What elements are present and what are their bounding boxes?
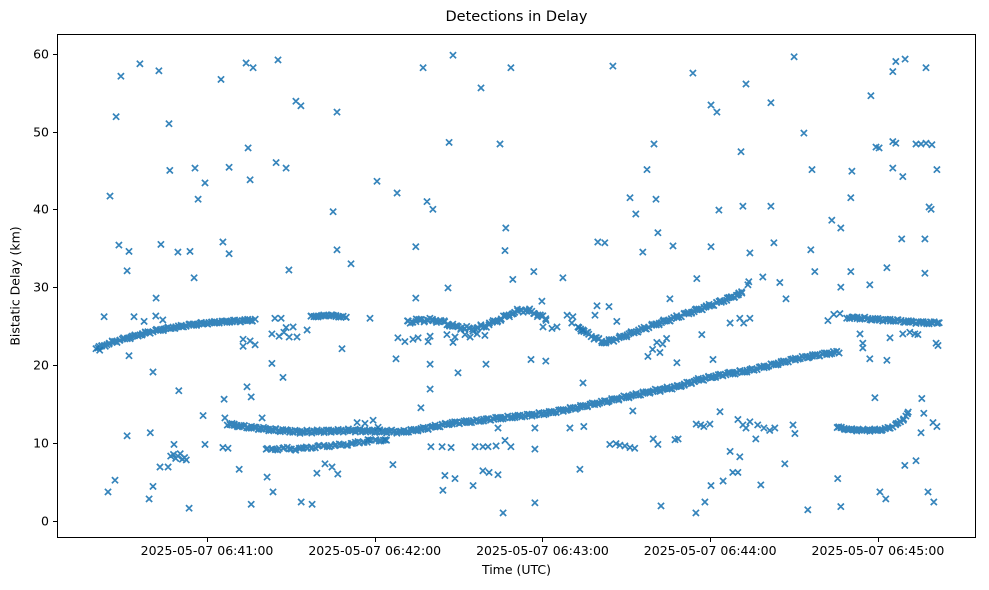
y-tick-mark [53, 520, 57, 522]
y-tick-mark [53, 287, 57, 289]
scatter-track-short-26km-segment [307, 311, 351, 322]
scatter-track-left-arc-track-22-26km [94, 315, 259, 352]
scatter-track-long-rising-track-11-22km [223, 347, 843, 438]
y-tick-label: 50 [33, 124, 49, 139]
scatter-track-right-smile-track-11-14km [833, 408, 912, 436]
y-tick-mark [53, 53, 57, 55]
x-tick-label: 2025-05-07 06:45:00 [811, 543, 945, 558]
x-tick-label: 2025-05-07 06:41:00 [140, 543, 274, 558]
y-tick-label: 10 [33, 435, 49, 451]
y-tick-mark [53, 364, 57, 366]
scatter-track-right-horizontal-track-26km [842, 313, 943, 328]
x-tick-mark [710, 538, 712, 542]
y-tick-label: 60 [33, 46, 49, 62]
chart-title: Detections in Delay [445, 9, 588, 25]
x-tick-label: 2025-05-07 06:42:00 [308, 543, 442, 558]
x-tick-label: 2025-05-07 06:43:00 [476, 543, 609, 558]
x-tick-label: 2025-05-07 06:44:00 [643, 543, 777, 558]
y-tick-label: 0 [41, 513, 49, 529]
y-tick-label: 20 [33, 357, 49, 373]
scatter-canvas [92, 51, 943, 517]
y-tick-mark [53, 442, 57, 444]
scatter-track-messy-band-25-27km [403, 305, 550, 335]
x-tick-mark [877, 538, 879, 542]
x-tick-mark [542, 538, 544, 542]
y-tick-label: 30 [33, 279, 49, 295]
x-axis-label: Time (UTC) [481, 562, 552, 577]
y-tick-mark [53, 131, 57, 133]
scatter-track-low-band-9-10km [262, 435, 391, 454]
scatter-clutter-points [92, 51, 942, 517]
plot-area [57, 34, 976, 538]
y-tick-mark [53, 209, 57, 211]
scatter-track-v-dip-rising-track-23-29km [575, 287, 746, 347]
x-tick-mark [207, 538, 208, 542]
x-tick-mark [374, 538, 376, 542]
y-tick-label: 40 [33, 201, 49, 217]
